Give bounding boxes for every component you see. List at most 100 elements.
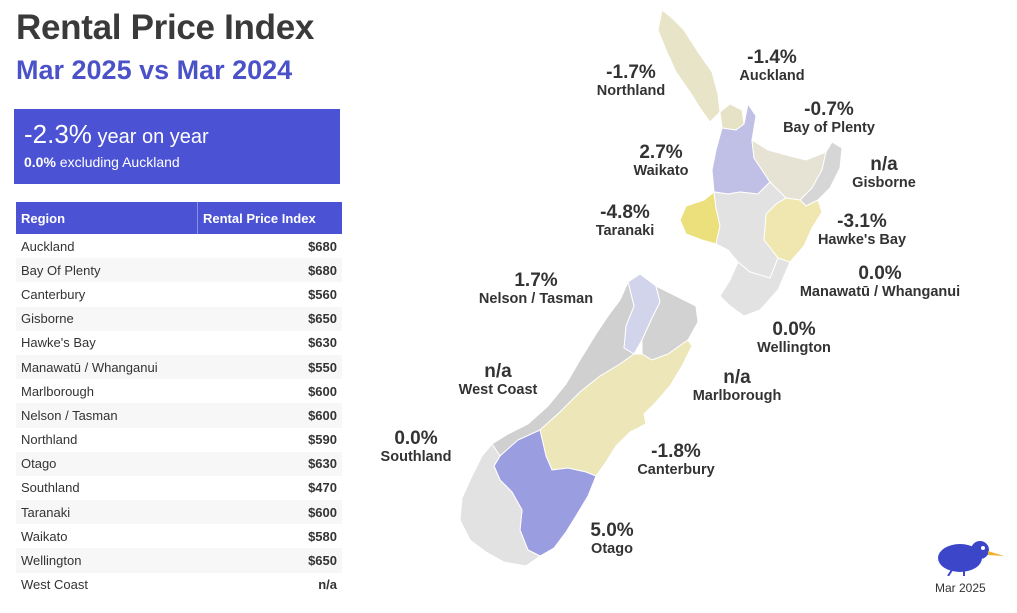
map-label: -1.7% Northland [597, 63, 665, 99]
map-label-change: -1.7% [606, 62, 656, 83]
region-cell: Taranaki [16, 500, 198, 525]
map-label-region: Taranaki [595, 223, 655, 239]
map-label-region: Canterbury [637, 462, 715, 478]
map-label: -3.1% Hawke's Bay [818, 212, 906, 248]
map-label-region: Northland [596, 83, 666, 99]
kpi-headline-label: year on year [91, 126, 209, 148]
region-taranaki[interactable] [679, 191, 721, 245]
region-cell: Waikato [21, 528, 68, 544]
map-label-region: Gisborne [852, 175, 916, 191]
region-cell: Hawke's Bay [21, 335, 96, 351]
kpi-excl: 0.0% excluding Auckland [24, 154, 340, 170]
map-label-change: -3.1% [837, 211, 887, 232]
table-row[interactable]: Marlborough $600 [16, 379, 342, 403]
map-label-change: 0.0% [858, 263, 902, 284]
index-cell: $630 [308, 335, 337, 351]
region-wellington[interactable] [719, 257, 791, 317]
map-label-change: 2.7% [639, 142, 683, 163]
map-label-change: -1.4% [747, 47, 797, 68]
region-cell: Bay Of Plenty [16, 258, 198, 283]
map-label: 0.0% Manawatū / Whanganui [800, 264, 960, 300]
index-cell: $600 [308, 383, 337, 399]
map-label: n/a Marlborough [693, 368, 782, 404]
map-label: 2.7% Waikato [633, 143, 688, 179]
index-cell: $650 [197, 306, 342, 331]
index-cell: n/a [318, 577, 337, 593]
map-label: 0.0% Wellington [757, 320, 831, 356]
map-label-region: Otago [591, 541, 633, 557]
region-cell: Wellington [16, 548, 198, 573]
index-cell: $580 [308, 528, 337, 544]
table-row[interactable]: Hawke's Bay $630 [16, 331, 342, 355]
table-row[interactable]: Gisborne $650 [16, 306, 342, 331]
table-row[interactable]: Southland $470 [16, 476, 342, 500]
index-cell: $680 [197, 258, 342, 283]
map-label-region: Manawatū / Whanganui [799, 284, 961, 300]
map-label: 5.0% Otago [590, 521, 633, 557]
map-label-region: Hawke's Bay [817, 232, 907, 248]
map-label: -0.7% Bay of Plenty [783, 100, 875, 136]
table-row[interactable]: Taranaki $600 [16, 500, 342, 525]
map-label-change: -0.7% [804, 99, 854, 120]
region-cell: Northland [21, 432, 78, 448]
map-label-change: n/a [870, 154, 898, 175]
region-cell: Otago [16, 451, 198, 476]
map-label-change: -1.8% [651, 441, 701, 462]
column-header-region[interactable]: Region [16, 202, 198, 234]
region-cell: Canterbury [21, 286, 86, 302]
region-cell: Marlborough [21, 383, 94, 399]
map-label: 0.0% Southland [381, 429, 452, 465]
region-cell: Nelson / Tasman [16, 403, 198, 428]
table-row[interactable]: Auckland $680 [16, 234, 342, 258]
table-header-row: Region Rental Price Index [16, 202, 342, 234]
region-northland[interactable] [657, 9, 721, 123]
region-cell: West Coast [21, 577, 88, 593]
region-cell: Southland [21, 480, 80, 496]
map-label: n/a Gisborne [852, 155, 916, 191]
index-cell: $650 [197, 548, 342, 573]
map-label-region: West Coast [458, 382, 538, 398]
map-label-change: n/a [723, 367, 751, 388]
footer-date: Mar 2025 [935, 581, 986, 595]
index-cell: $600 [197, 403, 342, 428]
page-subtitle: Mar 2025 vs Mar 2024 [16, 55, 293, 85]
index-cell: $590 [308, 432, 337, 448]
map-label-region: Bay of Plenty [783, 120, 875, 136]
table-row[interactable]: Canterbury $560 [16, 282, 342, 306]
table-row[interactable]: Manawatū / Whanganui $550 [16, 354, 342, 380]
table-row[interactable]: Bay Of Plenty $680 [16, 258, 342, 283]
nz-map [459, 9, 843, 567]
kpi-card: -2.3% year on year 0.0% excluding Auckla… [14, 109, 340, 184]
index-cell: $550 [197, 354, 342, 380]
map-label-region: Waikato [633, 163, 689, 179]
table-row[interactable]: Wellington $650 [16, 548, 342, 573]
map-label-change: 0.0% [772, 319, 816, 340]
index-cell: $680 [308, 238, 337, 254]
table-row[interactable]: Northland $590 [16, 428, 342, 452]
map-label-change: -4.8% [600, 202, 650, 223]
map-label-region: Marlborough [692, 388, 782, 404]
table-row[interactable]: Otago $630 [16, 451, 342, 476]
kpi-headline-value: -2.3% [24, 119, 92, 149]
map-label-change: 5.0% [590, 520, 634, 541]
map-label-change: 1.7% [514, 270, 558, 291]
column-header-index[interactable]: Rental Price Index [197, 202, 342, 234]
rental-table: Region Rental Price Index Auckland $680 Ba… [16, 202, 342, 597]
region-canterbury[interactable] [539, 339, 693, 477]
kpi-headline: -2.3% year on year [24, 119, 340, 150]
index-cell: $560 [308, 286, 337, 302]
map-label-change: 0.0% [394, 428, 438, 449]
index-cell: $600 [197, 500, 342, 525]
table-row[interactable]: Waikato $580 [16, 524, 342, 548]
map-label: -1.8% Canterbury [637, 442, 714, 478]
region-southland[interactable] [459, 443, 541, 567]
table-row[interactable]: Nelson / Tasman $600 [16, 403, 342, 428]
index-cell: $630 [197, 451, 342, 476]
map-label: n/a West Coast [459, 362, 538, 398]
map-label-region: Wellington [757, 340, 831, 356]
map-label-change: n/a [484, 361, 512, 382]
map-label: -1.4% Auckland [739, 48, 804, 84]
table-row[interactable]: West Coast n/a [16, 573, 342, 597]
region-cell: Manawatū / Whanganui [16, 354, 198, 380]
region-cell: Gisborne [16, 306, 198, 331]
